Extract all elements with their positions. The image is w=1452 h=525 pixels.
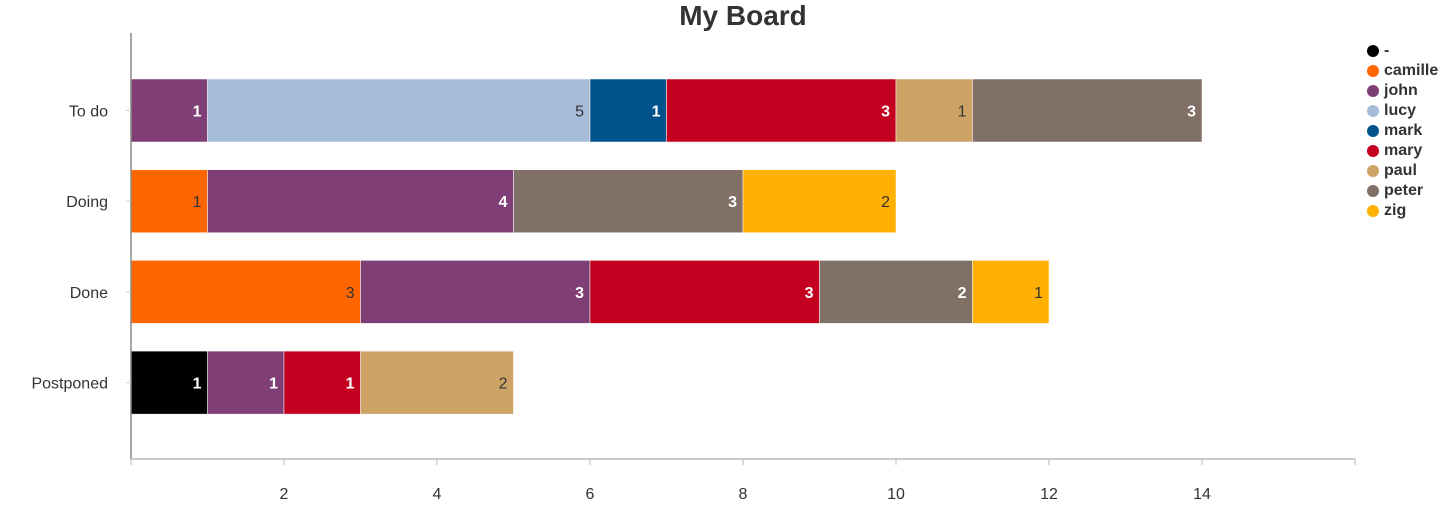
data-label: 3 [1187,104,1196,121]
legend-swatch [1367,165,1379,177]
data-label: 3 [346,285,355,302]
category-label: Doing [66,194,108,211]
legend-item[interactable]: lucy [1367,101,1438,121]
legend-item[interactable]: mark [1367,121,1438,141]
bar-segment-john-0[interactable] [130,78,208,143]
data-label: 2 [881,194,890,211]
data-label: 1 [346,376,355,393]
legend-item[interactable]: camille [1367,61,1438,81]
bar-segment-mary-3[interactable] [283,350,361,415]
legend-label: peter [1384,182,1424,199]
legend-item[interactable]: zig [1367,201,1438,221]
data-label: 3 [728,194,737,211]
bar-segment-john-2[interactable] [360,260,591,324]
legend-label: john [1384,82,1418,99]
bar-segment-zig-2[interactable] [972,260,1050,324]
data-label: 4 [499,194,508,211]
category-label: Done [70,285,108,302]
legend-label: paul [1384,162,1417,179]
x-tick-label: 10 [887,486,905,503]
data-label: 1 [269,376,278,393]
data-label: 5 [575,104,584,121]
bar-segment-paul-3[interactable] [360,350,514,415]
legend-swatch [1367,105,1379,117]
chart-title: My Board [679,0,807,31]
bar-segment-mary-0[interactable] [666,78,897,143]
data-label: 1 [193,376,202,393]
data-label: 1 [652,104,661,121]
legend-label: mary [1384,142,1423,159]
bar-segment-mary-2[interactable] [589,260,820,324]
legend-label: zig [1384,202,1407,219]
data-label: 1 [193,194,202,211]
data-label: 2 [499,376,508,393]
legend-item[interactable]: john [1367,81,1438,101]
legend-swatch [1367,205,1379,217]
bar-segment-peter-0[interactable] [972,78,1203,143]
x-tick-label: 14 [1193,486,1211,503]
data-label: 3 [881,104,890,121]
legend-label: lucy [1384,102,1417,119]
legend-swatch [1367,85,1379,97]
bar-segment-john-3[interactable] [207,350,285,415]
bar-segment-john-1[interactable] [207,169,514,233]
legend-item[interactable]: - [1367,41,1438,61]
legend-item[interactable]: peter [1367,181,1438,201]
x-tick-label: 4 [433,486,442,503]
bar-segment-peter-2[interactable] [819,260,973,324]
legend-swatch [1367,45,1379,57]
legend-swatch [1367,185,1379,197]
bar-segment-mark-0[interactable] [589,78,667,143]
data-label: 3 [805,285,814,302]
data-label: 1 [958,104,967,121]
bar-segment-zig-1[interactable] [742,169,897,233]
category-label: Postponed [31,376,108,393]
data-label: 1 [193,104,202,121]
legend-swatch [1367,145,1379,157]
data-label: 1 [1034,285,1043,302]
bar-segment--3[interactable] [130,350,208,415]
category-label: To do [69,104,108,121]
bar-segment-peter-1[interactable] [513,169,744,233]
legend-label: mark [1384,122,1423,139]
bar-segment-camille-2[interactable] [130,260,361,324]
legend-label: camille [1384,62,1439,79]
bar-segment-paul-0[interactable] [895,78,973,143]
legend-item[interactable]: paul [1367,161,1438,181]
legend-item[interactable]: mary [1367,141,1438,161]
data-label: 2 [958,285,967,302]
legend: - camille john lucy mark mary paul peter zig [1367,41,1438,221]
x-tick-label: 8 [739,486,748,503]
x-tick-label: 12 [1040,486,1058,503]
x-tick-label: 2 [280,486,289,503]
legend-swatch [1367,65,1379,77]
x-tick-label: 6 [586,486,595,503]
bar-segment-lucy-0[interactable] [207,78,591,143]
data-label: 3 [575,285,584,302]
legend-swatch [1367,125,1379,137]
bar-segment-camille-1[interactable] [130,169,208,233]
legend-label: - [1384,42,1390,59]
